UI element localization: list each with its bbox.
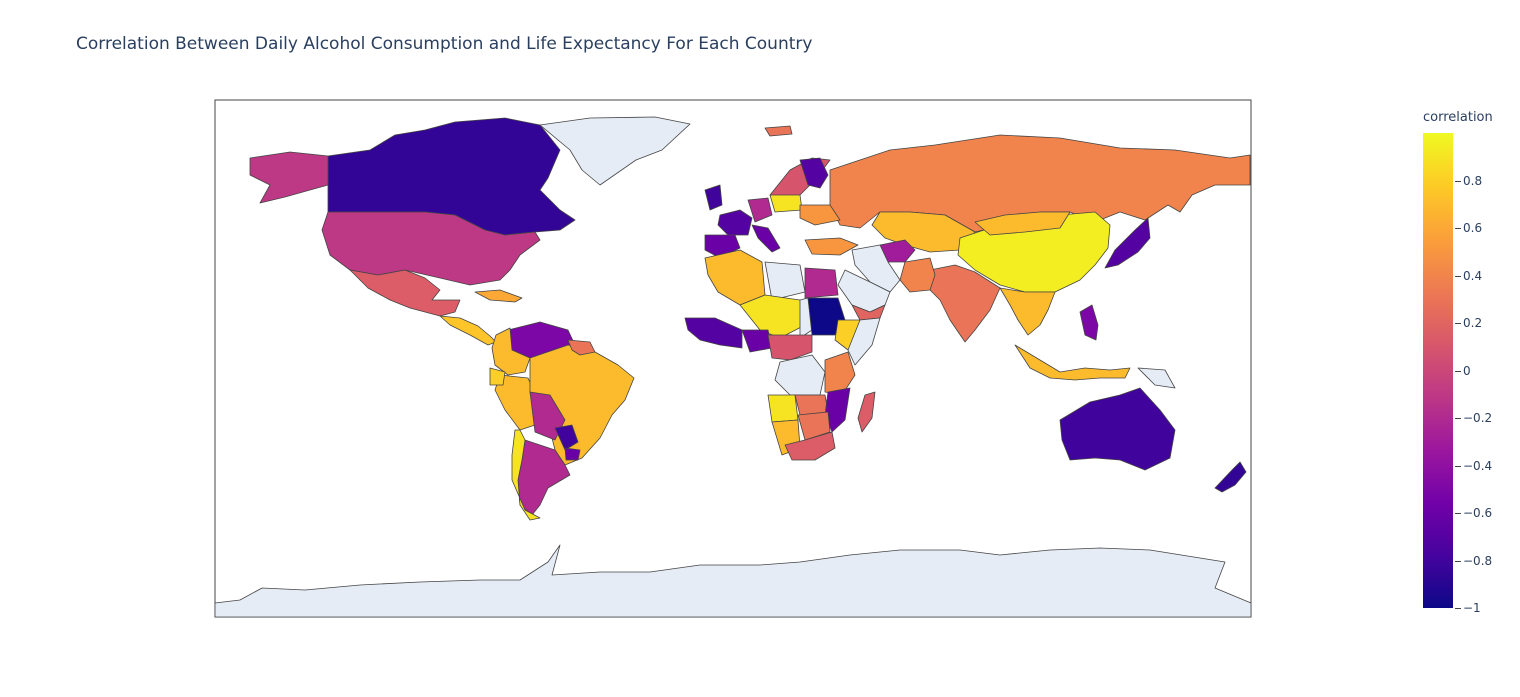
- country-australia[interactable]: [1059, 387, 1176, 471]
- country-mozambique[interactable]: [824, 387, 851, 433]
- country-mongolia[interactable]: [974, 211, 1071, 236]
- colorbar-tick: [1455, 228, 1461, 229]
- country-southeast-asia[interactable]: [999, 287, 1056, 336]
- country-iran[interactable]: [851, 244, 901, 293]
- country-iceland[interactable]: [764, 125, 793, 137]
- country-zambia[interactable]: [794, 394, 829, 416]
- country-yemen[interactable]: [851, 304, 886, 321]
- country-cuba[interactable]: [474, 289, 523, 303]
- colorbar-tick-label: −0.6: [1463, 506, 1493, 520]
- country-layer: [214, 116, 1252, 618]
- colorbar-tick-label: 0.8: [1463, 173, 1483, 188]
- colorbar-tick-label: −0.2: [1463, 411, 1493, 425]
- country-cameroon-central-african-republic[interactable]: [767, 334, 813, 361]
- colorbar-tick: [1455, 370, 1461, 372]
- country-egypt[interactable]: [804, 267, 839, 299]
- country-colombia[interactable]: [491, 327, 531, 376]
- colorbar-tick-label: 0.6: [1463, 221, 1483, 235]
- colorbar-tick: [1455, 513, 1461, 514]
- colorbar-tick: [1455, 180, 1461, 182]
- colorbar-tick-label: 0.4: [1463, 268, 1483, 283]
- country-alaska-united-states[interactable]: [249, 151, 329, 204]
- country-paraguay[interactable]: [554, 424, 579, 451]
- country-ukraine[interactable]: [799, 204, 841, 226]
- country-new-zealand[interactable]: [1214, 461, 1247, 493]
- colorbar-tick: [1455, 465, 1461, 467]
- country-tanzania-kenya[interactable]: [824, 351, 856, 396]
- country-italy[interactable]: [751, 224, 781, 253]
- country-somalia[interactable]: [847, 317, 881, 366]
- country-france[interactable]: [717, 209, 753, 236]
- colorbar-tick: [1455, 323, 1461, 324]
- country-poland[interactable]: [769, 194, 803, 213]
- country-west-africa-coast[interactable]: [684, 317, 743, 349]
- country-mexico[interactable]: [349, 269, 461, 317]
- country-botswana-zimbabwe[interactable]: [797, 411, 831, 441]
- country-turkey[interactable]: [804, 237, 859, 256]
- country-chile[interactable]: [511, 429, 541, 521]
- colorbar-tick: [1455, 275, 1461, 277]
- colorbar-tick: [1455, 418, 1461, 419]
- country-nigeria[interactable]: [741, 329, 773, 353]
- country-guyana-suriname[interactable]: [567, 339, 596, 356]
- country-dr-congo[interactable]: [774, 354, 826, 396]
- colorbar-tick-label: 0: [1463, 363, 1471, 378]
- country-antarctica[interactable]: [214, 544, 1252, 618]
- country-algeria[interactable]: [704, 249, 766, 306]
- country-pakistan[interactable]: [899, 257, 936, 293]
- country-united-states[interactable]: [321, 211, 541, 286]
- colorbar-tick-label: −0.8: [1463, 553, 1493, 568]
- country-south-africa[interactable]: [784, 431, 836, 461]
- country-angola[interactable]: [767, 394, 799, 423]
- country-germany[interactable]: [747, 197, 773, 223]
- colorbar-tick-label: −0.4: [1463, 458, 1493, 473]
- country-ecuador[interactable]: [489, 367, 506, 386]
- country-libya[interactable]: [764, 261, 806, 301]
- colorbar-tick: [1455, 608, 1461, 609]
- colorbar: [1423, 133, 1453, 608]
- colorbar-title: correlation: [1423, 110, 1493, 125]
- country-greenland[interactable]: [539, 116, 691, 186]
- chart-title: Correlation Between Daily Alcohol Consum…: [76, 34, 813, 54]
- colorbar-tick: [1455, 560, 1461, 562]
- country-papua-new-guinea[interactable]: [1137, 367, 1176, 389]
- colorbar-tick-label: 0.2: [1463, 316, 1483, 330]
- country-guatemala-central-america[interactable]: [439, 315, 497, 346]
- country-indonesia[interactable]: [1014, 344, 1131, 381]
- country-india[interactable]: [929, 264, 1001, 343]
- country-uruguay[interactable]: [564, 447, 581, 461]
- country-madagascar[interactable]: [857, 391, 876, 433]
- colorbar-tick-label: −1: [1463, 601, 1481, 615]
- country-japan[interactable]: [1104, 217, 1151, 269]
- country-united-kingdom[interactable]: [704, 184, 723, 211]
- country-finland[interactable]: [799, 157, 829, 189]
- country-philippines[interactable]: [1079, 304, 1099, 341]
